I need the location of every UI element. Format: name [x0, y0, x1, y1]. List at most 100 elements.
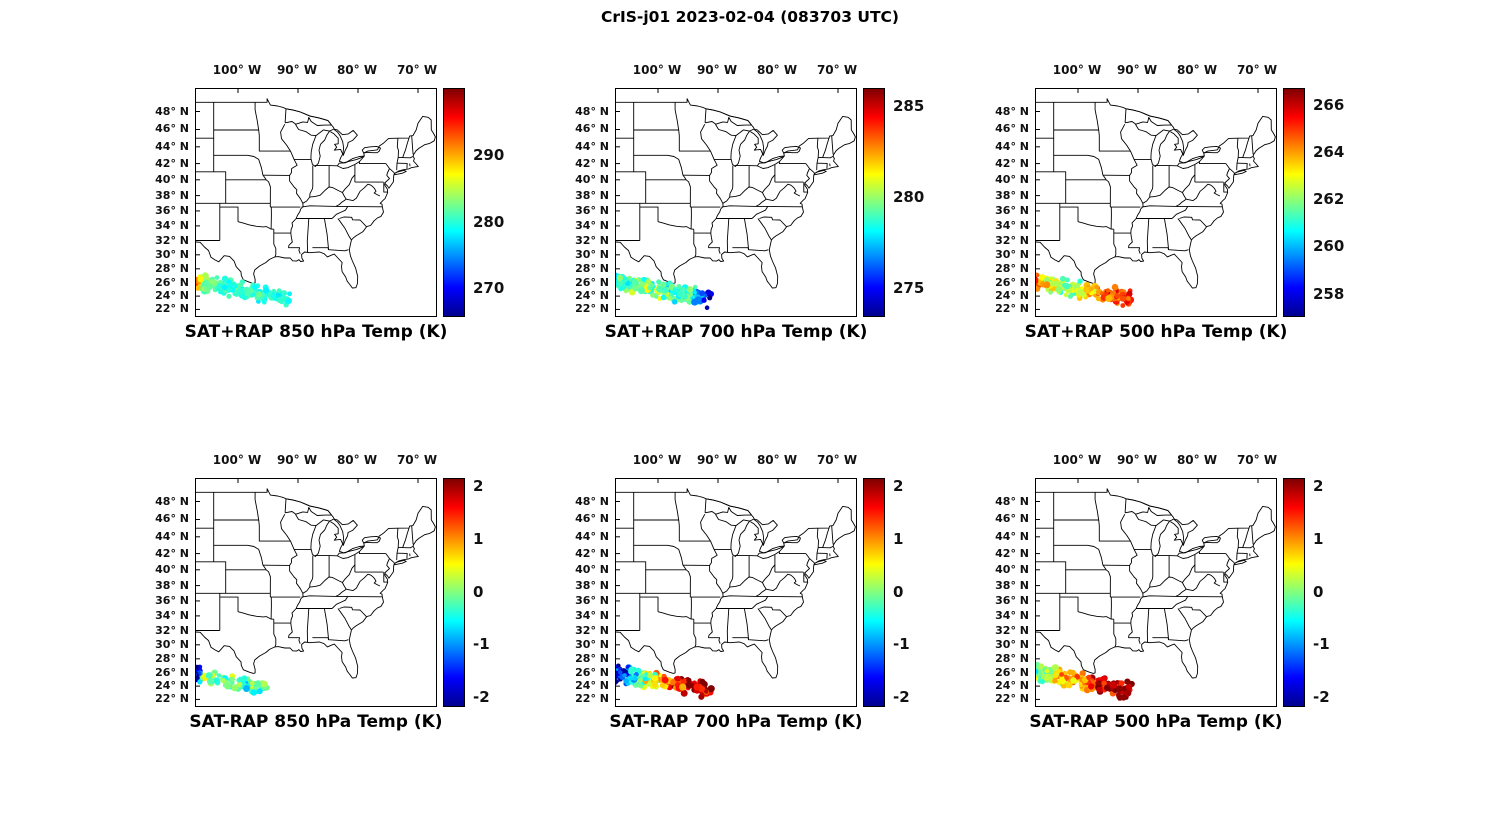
- obs-dot: [197, 275, 205, 283]
- colorbar-tick-label: 0: [893, 582, 904, 601]
- state-boundary-line: [213, 102, 260, 131]
- obs-dot: [278, 296, 285, 302]
- state-boundary-line: [1179, 606, 1208, 618]
- obs-dot: [249, 680, 256, 686]
- lat-tick-label: 22° N: [995, 692, 1029, 706]
- obs-dot: [637, 677, 643, 683]
- obs-dot: [682, 293, 688, 300]
- obs-dot: [651, 681, 659, 688]
- obs-dot: [1096, 686, 1103, 693]
- obs-dot: [651, 675, 659, 682]
- state-boundary-line: [1181, 192, 1187, 200]
- obs-dot: [226, 287, 232, 293]
- state-boundary-line: [708, 637, 721, 644]
- colorbar-tick-label: -1: [893, 635, 910, 654]
- lat-tick-label: 36° N: [995, 203, 1029, 217]
- obs-dot: [1038, 274, 1046, 281]
- state-boundary-line: [306, 218, 310, 253]
- state-boundary-line: [755, 198, 767, 207]
- obs-dot: [1088, 286, 1094, 292]
- obs-scatter-layer: [196, 664, 270, 696]
- lon-tick-label: 100° W: [212, 453, 262, 467]
- state-boundary-line: [358, 161, 386, 165]
- state-boundary-line: [196, 171, 267, 181]
- state-boundary-line: [361, 535, 381, 544]
- lat-tick-label: 32° N: [155, 233, 189, 247]
- lat-tick-label: 46° N: [575, 512, 609, 526]
- state-boundary-line: [790, 184, 801, 197]
- obs-dot: [1077, 278, 1083, 284]
- state-boundary-line: [640, 206, 659, 222]
- state-boundary-line: [781, 535, 801, 544]
- obs-dot: [224, 682, 232, 690]
- obs-dot: [1111, 283, 1119, 291]
- state-boundary-line: [678, 519, 711, 542]
- obs-dot: [676, 283, 682, 289]
- state-boundary-line: [715, 514, 737, 527]
- state-boundary-line: [309, 165, 314, 198]
- map-axes: [615, 88, 857, 317]
- state-boundary-line: [761, 582, 767, 590]
- state-boundary-line: [295, 124, 317, 137]
- obs-dot: [616, 274, 624, 282]
- state-boundary-line: [396, 138, 399, 171]
- lat-tick-label: 24° N: [995, 679, 1029, 693]
- state-boundary-line: [1201, 535, 1221, 544]
- obs-dot: [216, 673, 222, 678]
- panel-title: SAT+RAP 850 hPa Temp (K): [184, 322, 448, 342]
- obs-dot: [221, 275, 229, 282]
- obs-scatter-layer: [1036, 661, 1135, 701]
- state-boundary-line: [1163, 608, 1170, 640]
- panel-sat-minus-rap-500: 100° W 90° W 80° W 70° W 48° N 46° N 44° N 42° …: [973, 448, 1358, 760]
- lat-tick-label: 46° N: [995, 122, 1029, 136]
- obs-dot: [1118, 680, 1125, 687]
- obs-dot: [1125, 296, 1131, 301]
- lon-tick-label: 90° W: [276, 63, 318, 77]
- figure-title: CrIS-j01 2023-02-04 (083703 UTC): [600, 8, 899, 26]
- obs-dot: [688, 682, 695, 689]
- state-boundary-line: [804, 553, 810, 574]
- lat-tick-label: 38° N: [995, 188, 1029, 202]
- state-boundary-line: [1223, 572, 1228, 583]
- state-boundary-line: [288, 637, 301, 644]
- obs-dot: [281, 290, 288, 297]
- state-boundary-line: [213, 544, 267, 571]
- state-boundary-line: [196, 488, 436, 679]
- obs-dot: [1077, 288, 1085, 296]
- obs-dot: [261, 299, 267, 305]
- lat-tick-label: 24° N: [575, 289, 609, 303]
- lat-tick-label: 32° N: [995, 233, 1029, 247]
- state-boundary-line: [1113, 619, 1117, 648]
- state-boundary-line: [402, 527, 410, 548]
- obs-dot: [220, 677, 226, 683]
- state-boundary-line: [1149, 555, 1154, 588]
- lat-tick-label: 40° N: [995, 562, 1029, 576]
- state-boundary-line: [1169, 518, 1198, 546]
- state-boundary-line: [693, 229, 697, 258]
- lat-tick-label: 38° N: [155, 188, 189, 202]
- lat-tick-label: 38° N: [155, 578, 189, 592]
- state-boundary-line: [398, 155, 414, 159]
- obs-dot: [1059, 275, 1066, 282]
- lat-tick-label: 30° N: [995, 637, 1029, 651]
- obs-dot: [1111, 290, 1116, 295]
- obs-dot: [1094, 284, 1100, 290]
- state-boundary-line: [1152, 247, 1189, 252]
- state-boundary-line: [1251, 135, 1254, 155]
- obs-dot: [1109, 681, 1117, 689]
- state-boundary-line: [258, 519, 291, 542]
- state-boundary-line: [1141, 205, 1176, 208]
- obs-dot: [243, 286, 251, 294]
- lon-tick-label: 100° W: [632, 453, 682, 467]
- state-boundary-line: [1053, 102, 1100, 131]
- state-boundary-line: [306, 608, 310, 643]
- state-boundary-line: [732, 637, 769, 642]
- obs-dot: [623, 678, 629, 684]
- obs-dot: [637, 286, 645, 294]
- state-boundary-line: [1236, 552, 1248, 559]
- state-boundary-line: [756, 545, 785, 559]
- state-boundary-line: [273, 619, 277, 648]
- lat-tick-label: 28° N: [995, 261, 1029, 275]
- state-boundary-line: [803, 182, 808, 193]
- state-boundary-line: [761, 192, 767, 200]
